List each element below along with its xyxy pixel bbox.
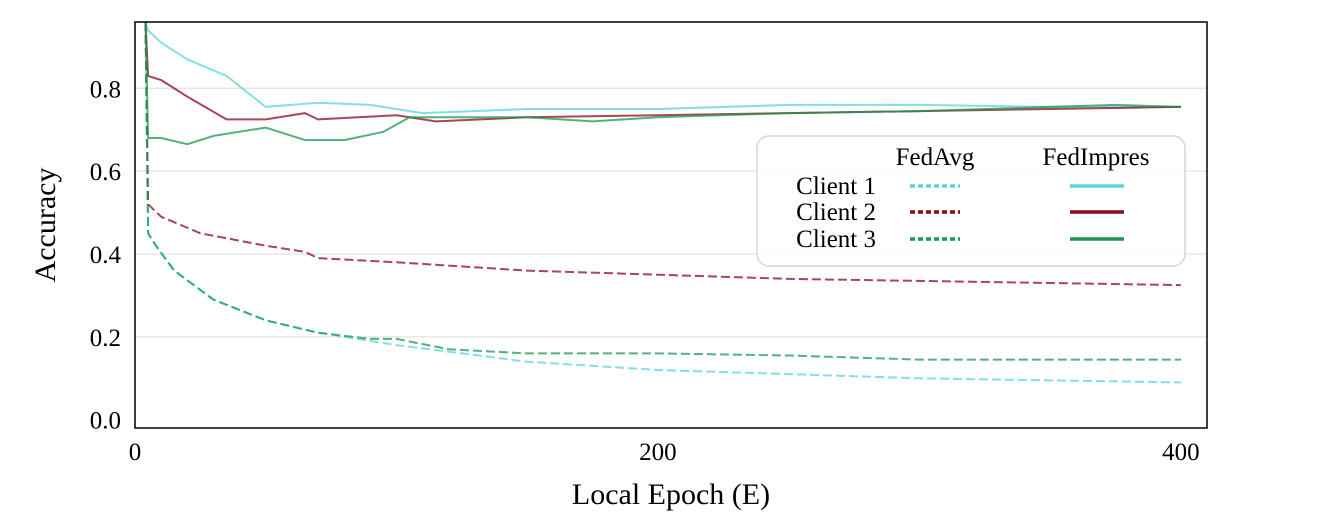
y-tick-label-1: 0.2 <box>90 325 121 352</box>
legend-swatches <box>910 184 1124 241</box>
series-fedavg-client-1 <box>144 21 1181 384</box>
x-tick-label-0: 0 <box>129 439 142 466</box>
legend: FedAvg FedImpres Client 1 Client 2 Clien… <box>756 135 1186 267</box>
x-axis-title: Local Epoch (E) <box>572 478 770 511</box>
legend-header-fedavg: FedAvg <box>896 144 975 171</box>
plot-frame <box>134 21 1208 429</box>
x-tick-label-1: 200 <box>639 439 677 466</box>
x-tick-label-2: 400 <box>1162 439 1200 466</box>
legend-box <box>756 135 1186 267</box>
series-fedavg-client-3 <box>144 21 1181 361</box>
y-tick-label-0: 0.0 <box>90 408 121 435</box>
y-axis-title: Accuracy <box>29 168 62 283</box>
series-lines <box>144 21 1181 384</box>
series-fedavg-client-2 <box>144 21 1181 287</box>
legend-header-fedimpres: FedImpres <box>1043 144 1150 171</box>
x-axis-ticks: 0 200 400 <box>129 439 1200 466</box>
y-tick-label-4: 0.8 <box>90 76 121 103</box>
legend-label-client-3: Client 3 <box>796 226 876 253</box>
legend-label-client-2: Client 2 <box>796 199 876 226</box>
legend-label-client-1: Client 1 <box>796 173 876 200</box>
y-axis-ticks: 0.0 0.2 0.4 0.6 0.8 <box>90 76 122 434</box>
y-tick-label-3: 0.6 <box>90 159 121 186</box>
y-tick-label-2: 0.4 <box>90 242 122 269</box>
series-fedimpres-client-3 <box>144 21 1181 146</box>
series-fedimpres-client-1 <box>144 21 1181 115</box>
